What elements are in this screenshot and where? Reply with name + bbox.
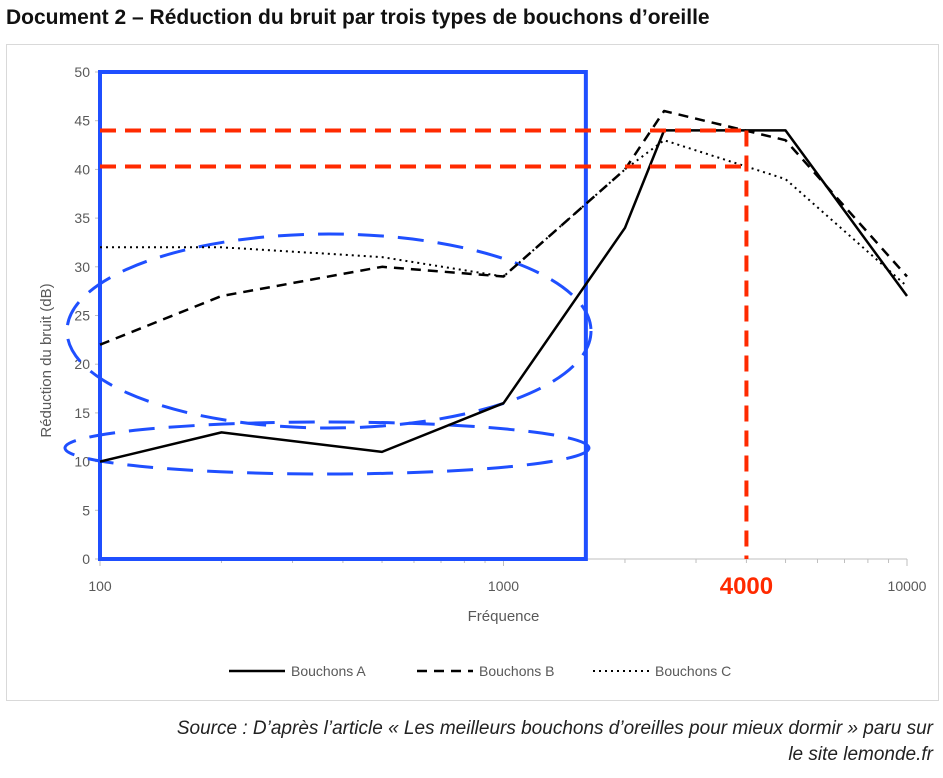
source-line-1: Source : D’après l’article « Les meilleu… [176,718,933,739]
y-tick-label: 15 [74,405,90,421]
series-line-bouchons-b [99,109,908,346]
y-axis-title: Réduction du bruit (dB) [38,283,55,437]
highlight-ellipse-lower [63,420,591,476]
x-tick-label: 100 [88,578,112,594]
y-tick-label: 30 [74,259,90,275]
y-tick-label: 10 [74,454,90,470]
highlight-ellipse-upper [65,232,593,430]
series-line-bouchons-a [99,129,909,463]
legend-label: Bouchons B [479,663,555,679]
y-tick-label: 50 [74,64,90,80]
y-tick-label: 0 [82,551,90,567]
highlight-box [98,70,588,561]
source-line-2: le site lemonde.fr [788,744,933,765]
legend-label: Bouchons C [655,663,731,679]
y-tick-label: 45 [74,113,90,129]
highlight-frequency-label: 4000 [720,573,773,600]
source-caption: Source : D’après l’article « Les meilleu… [13,716,933,768]
legend-label: Bouchons A [291,663,366,679]
document-title: Document 2 – Réduction du bruit par troi… [6,6,710,29]
y-tick-label: 40 [74,161,90,177]
y-tick-label: 35 [74,210,90,226]
y-tick-label: 5 [82,502,90,518]
chart-area: 0 5 10 15 20 25 30 35 40 45 50 100 1000 10000 Fréquenc… [6,44,939,701]
y-tick-label: 25 [74,308,90,324]
x-axis-title: Fréquence [468,608,540,625]
x-tick-label: 10000 [888,578,927,594]
series-line-bouchons-c [100,139,908,288]
x-tick-label: 1000 [488,578,519,594]
